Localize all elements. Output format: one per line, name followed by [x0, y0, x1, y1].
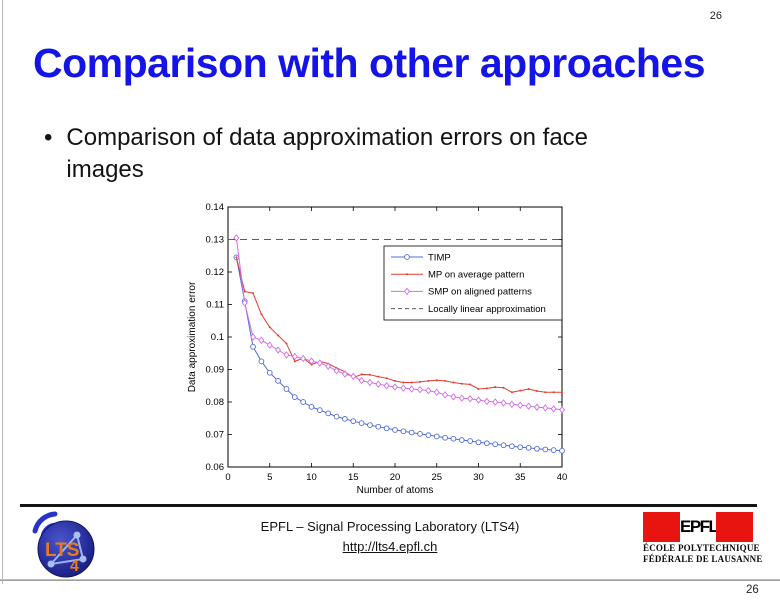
slide-left-border: [2, 0, 3, 584]
svg-text:10: 10: [306, 472, 317, 483]
bullet-item: • Comparison of data approximation error…: [44, 122, 664, 187]
epfl-logo: EPFL ÉCOLE POLYTECHNIQUE FÉDÉRALE DE LAU…: [643, 512, 763, 566]
footer-lab-name: EPFL – Signal Processing Laboratory (LTS…: [260, 519, 520, 534]
chart-canvas: 0 5 10 15 20 25 30 35 40 0.06 0.07 0.08 0.09 0.1 0.11 0…: [187, 202, 568, 496]
svg-text:0.11: 0.11: [206, 300, 224, 311]
svg-text:Number of atoms: Number of atoms: [357, 485, 434, 496]
epfl-logo-line1: ÉCOLE POLYTECHNIQUE: [643, 543, 760, 553]
lts4-logo-four: 4: [70, 558, 79, 575]
page-number-top: 26: [709, 10, 722, 22]
svg-text:25: 25: [431, 472, 442, 483]
footer-center: EPFL – Signal Processing Laboratory (LTS…: [180, 519, 600, 556]
svg-text:SMP on aligned patterns: SMP on aligned patterns: [428, 287, 532, 298]
svg-text:0.07: 0.07: [206, 430, 225, 441]
svg-text:15: 15: [348, 472, 359, 483]
svg-text:0.08: 0.08: [206, 397, 225, 408]
svg-text:MP on average pattern: MP on average pattern: [428, 270, 524, 281]
svg-text:5: 5: [267, 472, 272, 483]
approximation-error-chart: 0 5 10 15 20 25 30 35 40 0.06 0.07 0.08 0.09 0.1 0.11 0…: [185, 195, 577, 500]
bullet-text: Comparison of data approximation errors …: [66, 124, 589, 184]
epfl-logo-band: EPFL: [643, 512, 753, 542]
bullet-icon: •: [44, 124, 53, 151]
svg-text:0.06: 0.06: [206, 462, 225, 473]
slide-title: Comparison with other approaches: [33, 40, 706, 86]
svg-text:0.13: 0.13: [206, 235, 225, 246]
footer-divider: [20, 504, 757, 507]
svg-text:0.14: 0.14: [206, 202, 225, 213]
epfl-logo-red-left: [643, 512, 680, 542]
svg-text:0.12: 0.12: [206, 267, 225, 278]
lts4-logo: LTS 4: [25, 509, 103, 581]
epfl-logo-glyph: EPFL: [680, 512, 719, 542]
svg-text:30: 30: [473, 472, 484, 483]
bottom-divider: [0, 579, 780, 581]
svg-text:0: 0: [225, 472, 230, 483]
svg-text:TIMP: TIMP: [428, 252, 451, 263]
page-number-bottom: 26: [746, 584, 759, 596]
epfl-logo-red-right: [716, 512, 753, 542]
svg-text:0.09: 0.09: [206, 365, 225, 376]
svg-text:20: 20: [390, 472, 401, 483]
svg-text:Locally linear approximation: Locally linear approximation: [428, 304, 546, 315]
molecule-network-icon: [47, 531, 87, 568]
footer-link[interactable]: http://lts4.epfl.ch: [342, 539, 438, 554]
epfl-logo-line2: FÉDÉRALE DE LAUSANNE: [643, 554, 763, 565]
svg-text:40: 40: [557, 472, 568, 483]
lts4-logo-text: LTS: [45, 540, 79, 561]
svg-text:0.1: 0.1: [211, 332, 224, 343]
svg-text:35: 35: [515, 472, 526, 483]
svg-text:Data approximation error: Data approximation error: [187, 281, 198, 392]
epfl-logo-text: ÉCOLE POLYTECHNIQUE FÉDÉRALE DE LAUSANNE: [643, 543, 763, 566]
